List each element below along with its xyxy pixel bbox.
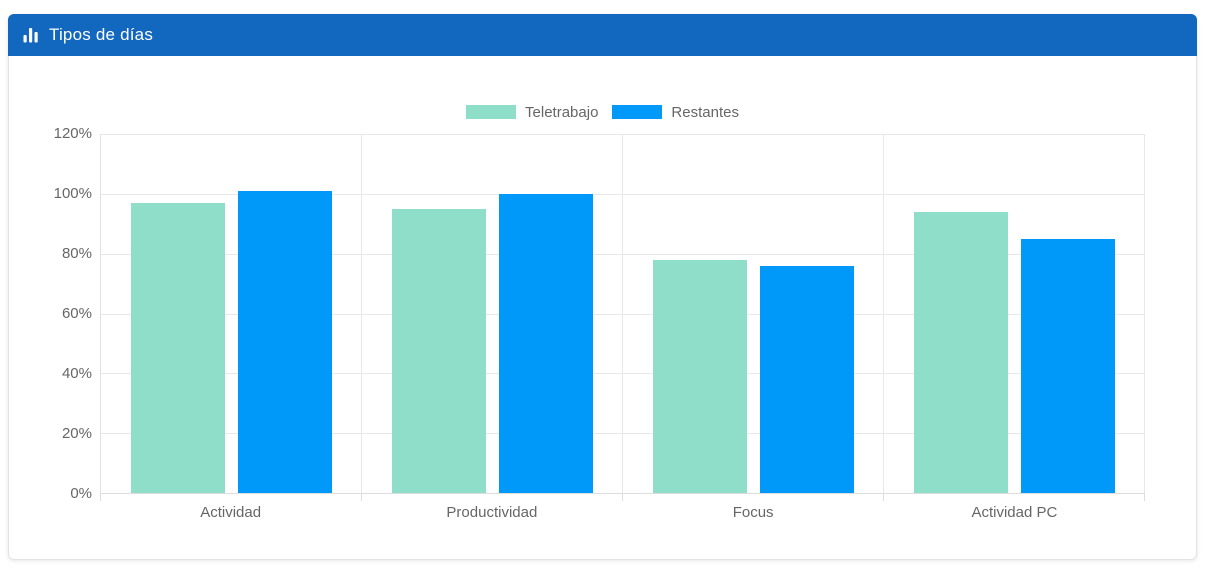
y-axis-label: 20% [61,425,92,442]
axis-tick [622,493,623,501]
y-axis-label: 60% [61,305,92,322]
legend-item-restantes[interactable]: Restantes [612,104,739,121]
teletrabajo-swatch-icon [466,105,517,119]
x-axis-label: Focus [732,504,774,521]
v-gridline [361,134,362,493]
axis-tick [100,493,101,501]
plot-area [100,134,1145,501]
y-axis-label: 0% [70,485,92,502]
y-axis-label: 120% [53,125,92,142]
axis-tick [883,493,884,501]
x-axis-label: Actividad [200,504,262,521]
legend-label: Restantes [671,103,739,121]
bar-actividad-teletrabajo[interactable] [131,202,226,493]
chart-card: Tipos de días Teletrabajo Restantes 0% 20… [8,14,1197,560]
y-axis-label: 80% [61,245,92,262]
axis-tick [361,493,362,501]
v-gridline [1144,134,1145,493]
bar-chart-icon [23,27,39,43]
h-gridline [101,433,1145,435]
restantes-swatch-icon [612,105,663,119]
bar-productividad-restantes[interactable] [498,193,593,493]
legend: Teletrabajo Restantes [9,104,1196,121]
h-gridline [101,193,1145,195]
x-axis-label: Actividad PC [971,504,1058,521]
h-gridline [101,313,1145,315]
card-header: Tipos de días [8,14,1197,56]
y-axis-label: 100% [53,185,92,202]
bar-focus-restantes[interactable] [759,265,854,493]
v-gridline [622,134,623,493]
y-axis-labels: 0% 20% 40% 60% 80% 100% 120% [9,126,92,502]
h-gridline [101,373,1145,375]
bar-actividad-pc-teletrabajo[interactable] [914,211,1009,493]
bar-group-actividad [101,134,362,493]
axis-tick [1144,493,1145,501]
y-axis-label: 40% [61,365,92,382]
bar-group-actividad-pc [884,134,1145,493]
bar-group-focus [623,134,884,493]
x-axis-labels: Actividad Productividad Focus Actividad PC [100,504,1145,524]
bar-focus-teletrabajo[interactable] [653,259,748,493]
x-axis-label: Productividad [446,504,538,521]
bar-productividad-teletrabajo[interactable] [392,208,487,493]
h-gridline [101,253,1145,255]
bar-actividad-restantes[interactable] [237,190,332,493]
v-gridline [883,134,884,493]
bar-actividad-pc-restantes[interactable] [1020,238,1115,493]
h-gridline [101,134,1145,135]
legend-label: Teletrabajo [525,103,599,121]
legend-item-teletrabajo[interactable]: Teletrabajo [466,104,598,121]
page-title: Tipos de días [49,25,154,44]
bar-group-productividad [362,134,623,493]
